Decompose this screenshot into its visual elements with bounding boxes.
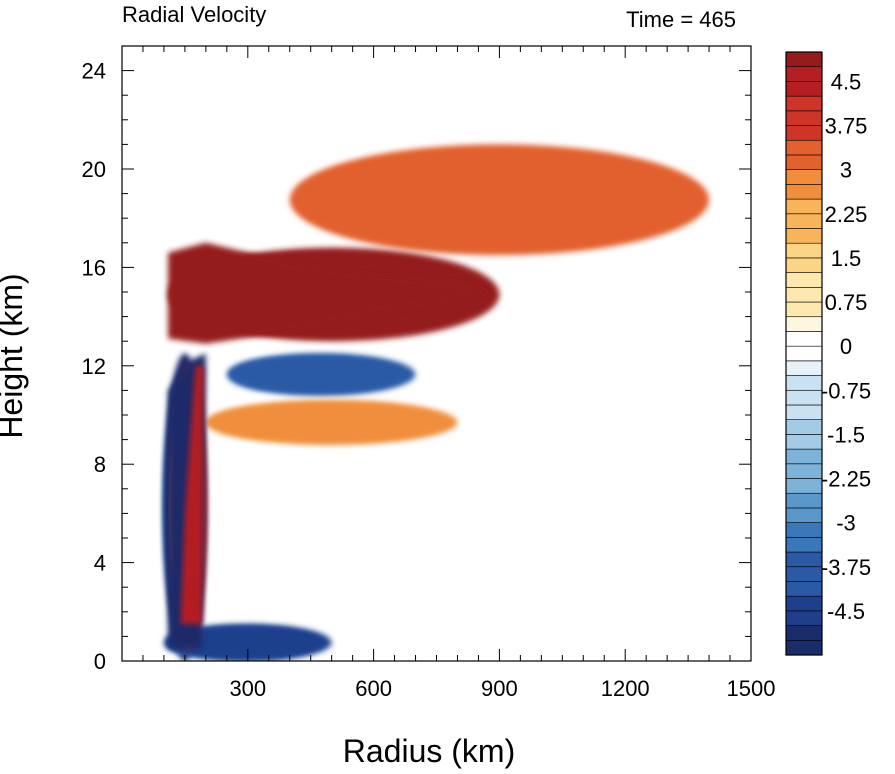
colorbar-swatch <box>785 581 823 597</box>
colorbar-label: -3 <box>836 511 856 536</box>
heatmap-field <box>163 144 710 661</box>
colorbar-swatch <box>785 331 823 347</box>
colorbar-swatch <box>785 242 823 259</box>
colorbar-swatch <box>785 169 823 185</box>
heat-feature-3-shell-4 <box>226 353 416 396</box>
colorbar-swatch <box>785 257 823 273</box>
colorbar-swatch <box>785 507 823 523</box>
colorbar-swatch <box>785 287 823 303</box>
heat-feature-6-shell-4 <box>289 144 710 256</box>
colorbar-swatch <box>785 139 823 156</box>
y-tick-label: 12 <box>82 354 106 379</box>
colorbar-swatch <box>785 125 823 141</box>
y-tick-label: 4 <box>94 551 106 576</box>
x-tick-label: 600 <box>355 676 392 701</box>
colorbar-swatch <box>785 360 823 376</box>
x-tick-label: 1500 <box>727 676 776 701</box>
colorbar-label: 0.75 <box>825 290 868 315</box>
chart-title-left: Radial Velocity <box>122 2 266 27</box>
x-axis-label: Radius (km) <box>343 733 515 769</box>
colorbar-swatch <box>785 566 823 582</box>
x-axis-ticks: 300 600 900 1200 1500 <box>142 46 776 701</box>
colorbar-label: 2.25 <box>825 202 868 227</box>
colorbar-swatch <box>785 154 823 170</box>
y-tick-label: 0 <box>94 649 106 674</box>
y-tick-label: 16 <box>82 255 106 280</box>
x-tick-label: 300 <box>229 676 266 701</box>
colorbar-swatch <box>785 81 823 97</box>
colorbar-label: -0.75 <box>821 378 871 403</box>
colorbar-swatch <box>785 66 823 82</box>
colorbar-swatch <box>785 419 823 435</box>
colorbar-swatch <box>785 610 823 626</box>
colorbar-swatch <box>785 537 823 553</box>
y-tick-label: 8 <box>94 452 106 477</box>
colorbar-swatch <box>785 463 823 479</box>
colorbar-swatch <box>785 625 823 641</box>
colorbar-swatch <box>785 404 823 420</box>
colorbar-swatch <box>785 51 823 68</box>
colorbar-swatch <box>785 95 823 112</box>
colorbar-label: -2.25 <box>821 467 871 492</box>
eyewall-strip-core <box>180 365 204 625</box>
x-tick-label: 1200 <box>601 676 650 701</box>
colorbar-swatch <box>785 345 823 362</box>
colorbar-label: -3.75 <box>821 555 871 580</box>
y-tick-label: 24 <box>82 59 106 84</box>
colorbar-swatch <box>785 213 823 229</box>
colorbar-label: 0 <box>840 334 852 359</box>
colorbar-swatch <box>785 389 823 406</box>
colorbar-swatch <box>785 316 823 332</box>
colorbar-swatch <box>785 375 823 391</box>
colorbar-swatch <box>785 110 823 126</box>
colorbar-label: 3.75 <box>825 114 868 139</box>
colorbar-label: 3 <box>840 158 852 183</box>
plot-background <box>122 46 751 661</box>
colorbar-swatch <box>785 551 823 568</box>
jet-core <box>168 242 492 344</box>
colorbar-swatch <box>785 478 823 494</box>
colorbar-label: 4.5 <box>831 69 862 94</box>
colorbar-swatch <box>785 639 823 656</box>
heat-feature-2-shell-4 <box>163 624 332 661</box>
colorbar-swatch <box>785 448 823 465</box>
colorbar-swatch <box>785 492 823 509</box>
colorbar-swatch <box>785 272 823 288</box>
colorbar-label: -4.5 <box>827 599 865 624</box>
y-axis-ticks: 0 4 8 12 16 20 24 <box>82 45 751 674</box>
colorbar-label: 1.5 <box>831 246 862 271</box>
colorbar-swatch <box>785 595 823 612</box>
colorbar-swatch <box>785 198 823 215</box>
colorbar: 4.5 3.75 3 2.25 1.5 0.75 0 -0.75 -1.5 -2.25 -3 -3.7… <box>785 51 871 656</box>
colorbar-swatch <box>785 228 823 244</box>
colorbar-swatch <box>785 184 823 200</box>
y-tick-label: 20 <box>82 157 106 182</box>
colorbar-frame <box>785 51 823 656</box>
colorbar-swatch <box>785 522 823 538</box>
x-tick-label: 900 <box>481 676 518 701</box>
colorbar-swatch <box>785 301 823 318</box>
colorbar-label: -1.5 <box>827 422 865 447</box>
chart-title-right: Time = 465 <box>626 7 736 32</box>
colorbar-swatch <box>785 434 823 450</box>
y-axis-label: Height (km) <box>0 273 29 438</box>
heat-feature-4-shell-4 <box>205 400 458 445</box>
